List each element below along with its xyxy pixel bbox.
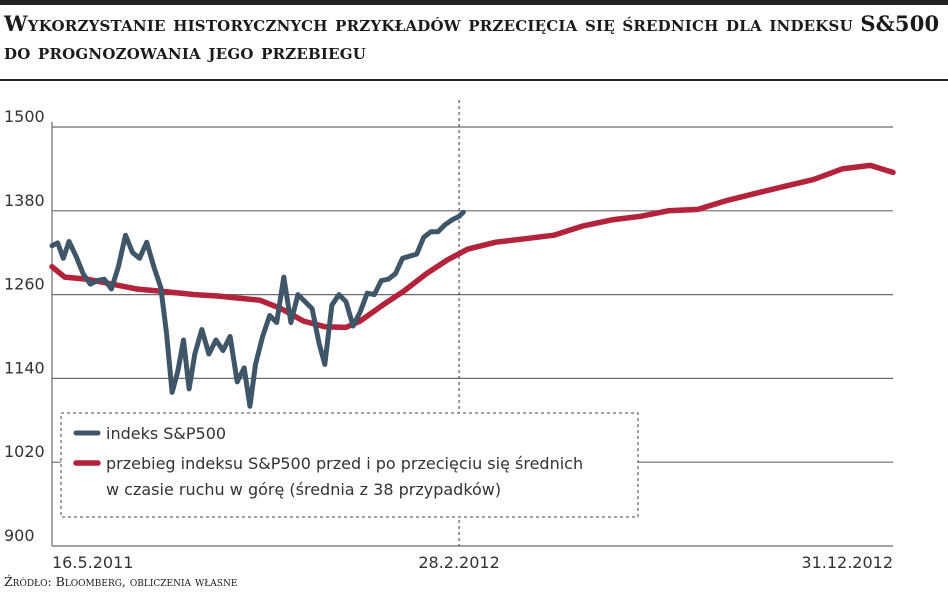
series-group: [49, 162, 896, 409]
legend-label-sp500: indeks S&P500: [106, 424, 226, 443]
y-tick-label-900: 900: [4, 526, 35, 545]
y-tick-label-1140: 1140: [4, 358, 45, 377]
source-note: Źródło: Bloomberg, obliczenia własne: [4, 574, 238, 589]
chart-title: Wykorzystanie historycznych przykładów p…: [4, 11, 940, 64]
y-tick-label-1260: 1260: [4, 275, 45, 294]
series-line-sp500: [49, 209, 466, 409]
y-axis-labels: 900 1020 1140 1260 1380 1500: [4, 107, 45, 545]
x-axis-labels: 16.5.2011 28.2.2012 31.12.2012: [52, 553, 893, 572]
legend-box: [60, 412, 639, 518]
x-tick-label-1: 28.2.2012: [418, 553, 499, 572]
y-tick-label-1380: 1380: [4, 191, 45, 210]
x-tick-label-0: 16.5.2011: [52, 553, 133, 572]
x-tick-label-2: 31.12.2012: [801, 553, 893, 572]
line-chart: 900 1020 1140 1260 1380 1500 16.5.2011 28.2.20…: [4, 100, 896, 572]
legend: indeks S&P500 przebieg indeksu S&P500 pr…: [60, 412, 639, 518]
y-tick-label-1500: 1500: [4, 107, 45, 126]
title-rule: [0, 79, 948, 81]
series-line-forecast: [49, 162, 896, 331]
legend-label-forecast: przebieg indeksu S&P500 przed i po przec…: [106, 454, 583, 499]
legend-label-forecast-line-1: przebieg indeksu S&P500 przed i po przec…: [106, 454, 583, 473]
y-tick-label-1020: 1020: [4, 442, 45, 461]
legend-label-forecast-line-2: w czasie ruchu w górę (średnia z 38 przy…: [106, 480, 501, 499]
top-rule: [0, 0, 948, 5]
